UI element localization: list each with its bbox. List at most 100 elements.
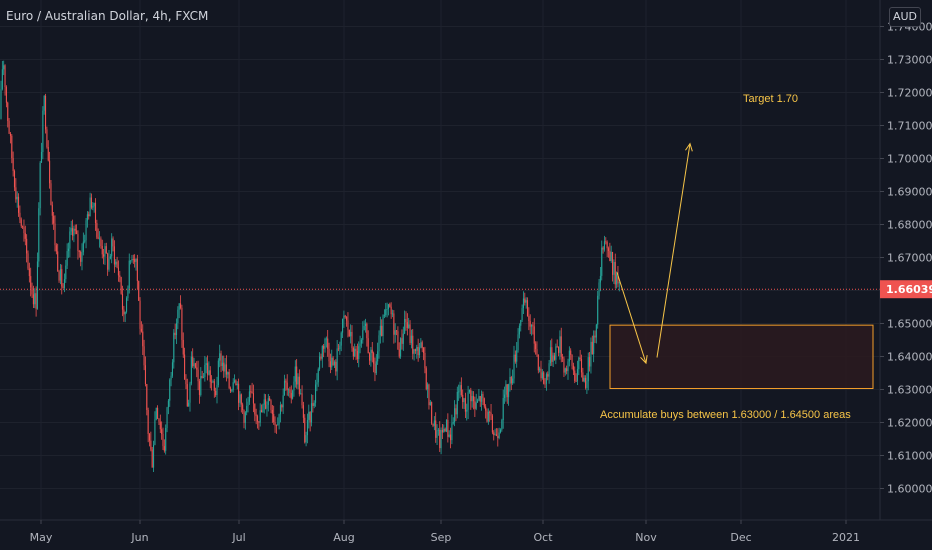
candle [146,383,148,416]
candle [86,211,88,228]
candle [305,431,307,447]
candle [482,391,484,405]
price-axis[interactable]: 1.60000 1.61000 1.62000 1.63000 1.64000 1.650… [880,21,932,496]
candle-body [90,197,92,208]
candle-body [277,424,279,426]
candle [42,106,44,160]
candle-body [499,429,502,433]
candle-body [89,197,91,217]
candle [300,388,302,395]
candle-body [491,415,493,433]
candle [316,373,318,392]
candle [598,279,600,300]
time-axis[interactable]: May Jun Jul Aug Sep Oct Nov Dec 2021 [30,520,860,544]
candle-body [555,346,557,360]
candle [454,400,456,427]
candle-body [229,388,232,392]
candle [297,373,299,390]
candle-body [490,412,492,416]
candle-body [593,335,595,355]
candle [450,427,452,449]
candle [97,228,99,240]
candle-body [479,396,481,402]
candle-body [400,338,402,357]
candle-body [544,383,546,385]
candle [520,319,522,332]
candle-body [450,434,452,441]
candle-body [109,256,111,259]
candle-body [302,405,304,418]
candle-body [366,323,368,339]
candle-body [460,385,462,395]
candle-body [54,223,56,246]
candle-body [212,381,214,382]
candle [207,355,209,381]
candle-body [57,251,59,272]
x-tick-label: Nov [635,531,657,544]
y-tick-label: 1.63000 [887,384,932,397]
candle [67,242,70,258]
accumulation-zone[interactable] [609,324,874,390]
candle [49,151,51,189]
candle-body [112,238,114,247]
candle [504,386,506,404]
candle-body [568,350,570,362]
candle [234,374,236,384]
candle-body [452,422,454,424]
candle [466,403,468,421]
candle-body [267,398,269,405]
candle [490,404,492,420]
x-tick-label: 2021 [832,531,860,544]
y-tick-label: 1.73000 [887,54,932,67]
candle-body [248,391,250,402]
candle-body [190,356,192,384]
candle [543,371,545,385]
candle-body [320,356,322,359]
candle [217,358,219,388]
candle-body [475,402,477,409]
candle [292,389,294,400]
candle-body [327,338,329,349]
candle [385,302,387,318]
candle [412,329,414,360]
candle-body [225,364,227,375]
candle-body [370,349,372,361]
candle [288,388,290,397]
candle [84,234,86,244]
candle [309,411,311,432]
candle [150,431,152,452]
candle [111,233,113,264]
candle [175,318,178,345]
candle-body [401,338,403,344]
candle [555,343,557,365]
currency-badge[interactable]: AUD [889,7,921,27]
candle [339,341,341,355]
candle-body [583,377,585,382]
y-tick-label: 1.71000 [887,120,932,133]
candle [192,348,194,368]
candle [36,252,38,310]
candle [431,401,433,425]
candle-body [121,293,124,310]
candle-body [88,214,90,217]
candle [587,352,589,391]
candle [229,386,232,394]
candle [493,430,495,441]
candle-body [31,287,33,295]
candle-body [116,261,118,268]
candle-body [157,407,159,419]
candle-body [247,401,249,406]
candle-body [132,259,134,260]
candle-body [124,311,126,315]
candle [594,330,596,343]
candle [325,336,327,348]
candle-body [228,372,230,389]
candle-body [13,170,16,188]
candle [173,329,175,369]
candle [181,304,183,348]
candle [186,378,188,407]
candle-body [404,319,406,334]
candle [522,291,524,315]
candle-body [202,376,205,378]
